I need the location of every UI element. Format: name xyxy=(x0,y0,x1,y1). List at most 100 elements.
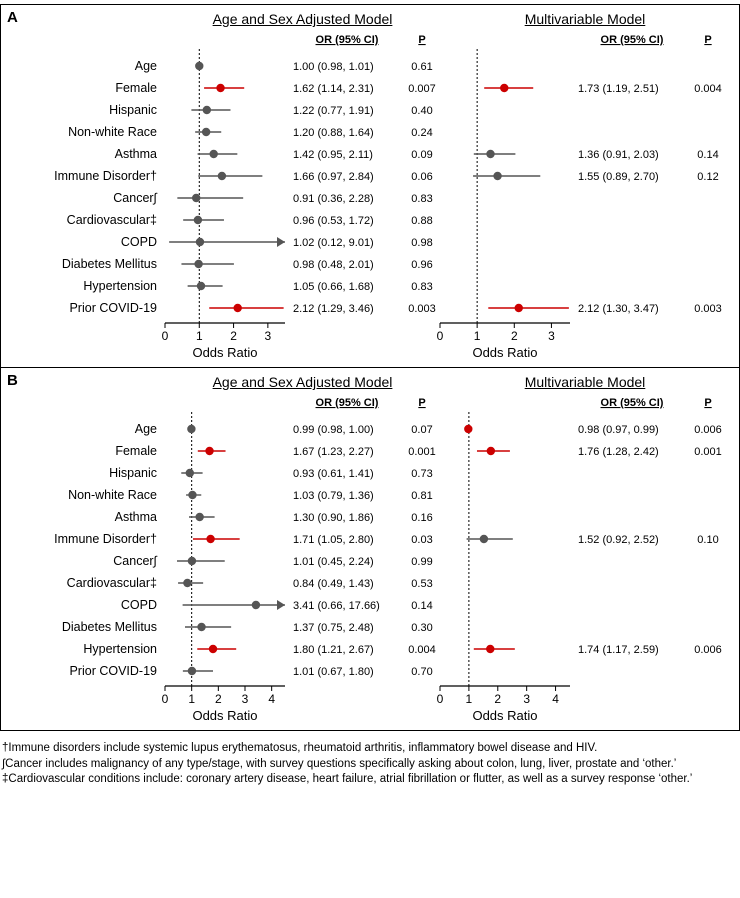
right-or-text: 0.98 (0.97, 0.99) xyxy=(578,424,659,436)
left-or-text: 2.12 (1.29, 3.46) xyxy=(293,303,374,315)
right-axis-label: Odds Ratio xyxy=(472,708,537,723)
footnote-line: ∫Cancer includes malignancy of any type/… xyxy=(2,757,738,773)
left-p-text: 0.61 xyxy=(411,61,432,73)
row-label: Asthma xyxy=(115,510,157,524)
left-point-marker xyxy=(186,469,194,477)
right-tick-label: 3 xyxy=(548,329,555,343)
forest-plot-svg: OR (95% CI)POR (95% CI)PAge0.99 (0.98, 1… xyxy=(5,390,730,726)
left-tick-label: 1 xyxy=(196,329,203,343)
left-point-marker xyxy=(218,172,226,180)
left-or-text: 1.37 (0.75, 2.48) xyxy=(293,622,374,634)
left-model-title: Age and Sex Adjusted Model xyxy=(165,11,440,27)
left-point-marker xyxy=(216,84,224,92)
left-p-text: 0.007 xyxy=(408,83,436,95)
right-or-text: 1.55 (0.89, 2.70) xyxy=(578,171,659,183)
left-or-text: 1.03 (0.79, 1.36) xyxy=(293,490,374,502)
left-model-title: Age and Sex Adjusted Model xyxy=(165,374,440,390)
right-p-text: 0.003 xyxy=(694,303,722,315)
left-point-marker xyxy=(197,282,205,290)
right-or-text: 1.73 (1.19, 2.51) xyxy=(578,83,659,95)
left-point-marker xyxy=(209,645,217,653)
row-label: Hypertension xyxy=(83,279,157,293)
row-label: Non-white Race xyxy=(68,125,157,139)
left-point-marker xyxy=(203,106,211,114)
left-point-marker xyxy=(188,557,196,565)
left-point-marker xyxy=(192,194,200,202)
right-or-text: 2.12 (1.30, 3.47) xyxy=(578,303,659,315)
left-point-marker xyxy=(188,667,196,675)
left-p-text: 0.83 xyxy=(411,193,432,205)
left-p-text: 0.99 xyxy=(411,556,432,568)
row-label: Prior COVID-19 xyxy=(69,301,157,315)
row-label: Female xyxy=(115,444,157,458)
right-tick-label: 2 xyxy=(511,329,518,343)
right-model-title: Multivariable Model xyxy=(440,11,730,27)
left-p-text: 0.004 xyxy=(408,644,436,656)
row-label: Cardiovascular‡ xyxy=(67,213,157,227)
right-p-text: 0.006 xyxy=(694,644,722,656)
row-label: Diabetes Mellitus xyxy=(62,620,157,634)
row-label: Asthma xyxy=(115,147,157,161)
right-p-text: 0.001 xyxy=(694,446,722,458)
right-tick-label: 3 xyxy=(523,692,530,706)
left-p-text: 0.16 xyxy=(411,512,432,524)
right-or-text: 1.74 (1.17, 2.59) xyxy=(578,644,659,656)
left-point-marker xyxy=(252,601,260,609)
row-label: Cardiovascular‡ xyxy=(67,576,157,590)
left-or-text: 0.96 (0.53, 1.72) xyxy=(293,215,374,227)
left-p-text: 0.70 xyxy=(411,666,432,678)
left-or-header: OR (95% CI) xyxy=(316,397,379,409)
right-model-title: Multivariable Model xyxy=(440,374,730,390)
figure-container: AAge and Sex Adjusted ModelMultivariable… xyxy=(0,4,740,731)
left-point-marker xyxy=(209,150,217,158)
left-point-marker xyxy=(195,62,203,70)
row-label: Non-white Race xyxy=(68,488,157,502)
left-or-text: 1.80 (1.21, 2.67) xyxy=(293,644,374,656)
left-or-text: 1.66 (0.97, 2.84) xyxy=(293,171,374,183)
left-or-text: 1.67 (1.23, 2.27) xyxy=(293,446,374,458)
left-or-text: 1.01 (0.45, 2.24) xyxy=(293,556,374,568)
left-p-text: 0.81 xyxy=(411,490,432,502)
row-label: Cancer∫ xyxy=(113,554,157,568)
left-arrow-icon xyxy=(277,600,285,610)
right-or-text: 1.76 (1.28, 2.42) xyxy=(578,446,659,458)
panel-A: AAge and Sex Adjusted ModelMultivariable… xyxy=(1,5,739,367)
left-p-text: 0.83 xyxy=(411,281,432,293)
right-point-marker xyxy=(515,304,523,312)
right-tick-label: 4 xyxy=(552,692,559,706)
right-p-header: P xyxy=(704,397,711,409)
right-tick-label: 0 xyxy=(437,692,444,706)
row-label: Hypertension xyxy=(83,642,157,656)
left-p-text: 0.003 xyxy=(408,303,436,315)
row-label: Immune Disorder† xyxy=(54,169,157,183)
row-label: Age xyxy=(135,422,157,436)
right-or-text: 1.36 (0.91, 2.03) xyxy=(578,149,659,161)
left-or-text: 0.91 (0.36, 2.28) xyxy=(293,193,374,205)
forest-plot-svg: OR (95% CI)POR (95% CI)PAge1.00 (0.98, 1… xyxy=(5,27,730,363)
right-p-text: 0.004 xyxy=(694,83,722,95)
row-label: COPD xyxy=(121,235,157,249)
left-or-text: 3.41 (0.66, 17.66) xyxy=(293,600,380,612)
left-or-text: 1.01 (0.67, 1.80) xyxy=(293,666,374,678)
left-or-text: 1.02 (0.12, 9.01) xyxy=(293,237,374,249)
left-tick-label: 0 xyxy=(162,329,169,343)
left-or-text: 1.00 (0.98, 1.01) xyxy=(293,61,374,73)
row-label: COPD xyxy=(121,598,157,612)
left-p-header: P xyxy=(418,34,425,46)
right-or-header: OR (95% CI) xyxy=(601,397,664,409)
right-p-text: 0.12 xyxy=(697,171,718,183)
left-or-text: 1.71 (1.05, 2.80) xyxy=(293,534,374,546)
right-p-text: 0.006 xyxy=(694,424,722,436)
left-p-text: 0.53 xyxy=(411,578,432,590)
left-or-text: 0.99 (0.98, 1.00) xyxy=(293,424,374,436)
footnotes: †Immune disorders include systemic lupus… xyxy=(0,741,740,796)
left-p-text: 0.40 xyxy=(411,105,432,117)
row-label: Immune Disorder† xyxy=(54,532,157,546)
left-point-marker xyxy=(188,491,196,499)
left-tick-label: 3 xyxy=(265,329,272,343)
panel-B: BAge and Sex Adjusted ModelMultivariable… xyxy=(1,367,739,730)
right-tick-label: 1 xyxy=(466,692,473,706)
left-p-text: 0.06 xyxy=(411,171,432,183)
left-point-marker xyxy=(197,623,205,631)
left-or-text: 1.42 (0.95, 2.11) xyxy=(293,149,373,161)
